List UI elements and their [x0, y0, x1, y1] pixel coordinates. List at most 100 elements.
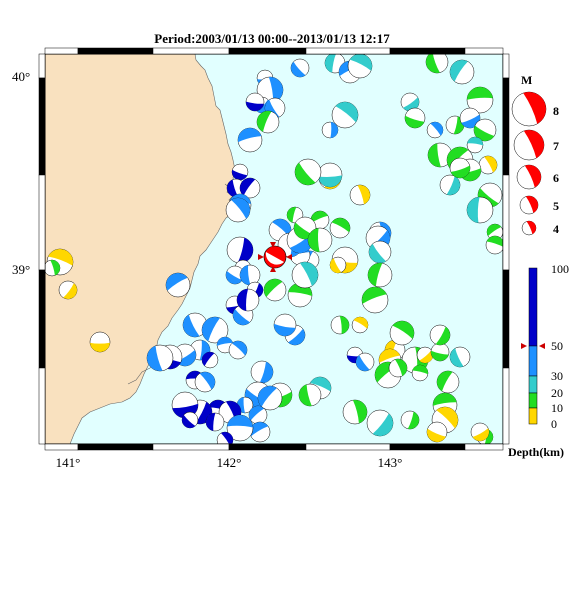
focal-mechanism: [355, 352, 375, 372]
focal-mechanism: [449, 59, 475, 85]
latest-event: [258, 242, 292, 272]
depth-unit-label: Depth(km): [508, 445, 564, 459]
focal-mechanism: [194, 371, 216, 393]
focal-mechanism: [236, 288, 260, 312]
mag-label-4: 4: [553, 222, 559, 236]
depth-tick-100: 100: [551, 262, 569, 276]
focal-mechanism: [342, 399, 368, 425]
focal-mechanism: [307, 227, 333, 253]
focal-mechanism: [257, 385, 283, 411]
focal-mechanism: [349, 184, 371, 206]
mag-legend-ball-5: [519, 195, 539, 215]
focal-mechanism: [228, 340, 248, 360]
mag-label-8: 8: [553, 104, 559, 118]
focal-mechanism: [388, 358, 408, 378]
focal-mechanism: [351, 316, 369, 334]
focal-mechanism: [430, 342, 450, 362]
focal-mechanism: [485, 235, 505, 255]
map-border: [38, 47, 510, 451]
magnitude-legend-title: M: [521, 73, 532, 87]
focal-mechanism: [294, 158, 322, 186]
focal-mechanism: [478, 155, 498, 175]
focal-mechanism: [249, 421, 271, 443]
depth-tick-20: 20: [551, 386, 563, 400]
focal-mechanism: [426, 121, 444, 139]
focal-mechanism: [231, 163, 249, 181]
lat-tick-40: 40°: [12, 69, 30, 84]
focal-mechanism: [425, 50, 449, 74]
focal-mechanism: [181, 411, 199, 429]
mag-legend-ball-8: [511, 91, 547, 127]
focal-mechanism: [329, 217, 351, 239]
focal-mechanism: [201, 351, 219, 369]
lon-tick-142: 142°: [217, 455, 242, 470]
focal-mechanism: [367, 262, 393, 288]
focal-mechanism: [427, 142, 453, 168]
depth-tick-0: 0: [551, 417, 557, 431]
depth-tick-10: 10: [551, 401, 563, 415]
focal-mechanism: [298, 383, 322, 407]
lon-tick-141: 141°: [56, 455, 81, 470]
focal-mechanism: [366, 409, 394, 437]
focal-mechanism: [459, 107, 481, 129]
focal-mechanism: [411, 364, 429, 382]
focal-mechanism: [317, 162, 343, 188]
focal-mechanism: [216, 336, 234, 354]
focal-mechanism: [330, 315, 350, 335]
focal-mechanism: [436, 370, 460, 394]
focal-mechanism: [449, 346, 471, 368]
focal-mechanism: [201, 316, 229, 344]
focal-mechanism: [466, 136, 484, 154]
lat-tick-39: 39°: [12, 262, 30, 277]
focal-mechanism: [245, 92, 265, 112]
focal-mechanism: [389, 320, 415, 346]
focal-mechanism: [400, 92, 420, 112]
focal-mechanism: [439, 174, 461, 196]
focal-mechanism: [263, 278, 287, 302]
focal-mechanism: [226, 236, 254, 264]
mag-label-5: 5: [553, 199, 559, 213]
depth-tick-50: 50: [551, 339, 563, 353]
mag-legend-ball-7: [513, 129, 545, 161]
map-title: Period:2003/01/13 00:00--2013/01/13 12:1…: [154, 31, 390, 46]
focal-mechanism: [429, 324, 451, 346]
focal-mechanism: [146, 344, 174, 372]
focal-mechanism: [248, 405, 268, 425]
magnitude-legend: M 8 7 6 5 4: [511, 73, 559, 236]
mag-label-6: 6: [553, 171, 559, 185]
focal-mechanism: [466, 196, 494, 224]
focal-mechanism: [290, 58, 310, 78]
focal-mechanism: [331, 101, 359, 129]
focal-mechanism: [426, 421, 448, 443]
lon-tick-143: 143°: [378, 455, 403, 470]
focal-mechanism: [165, 272, 191, 298]
focal-mechanism: [321, 121, 339, 139]
depth-tick-30: 30: [551, 369, 563, 383]
focal-mechanism: [329, 256, 347, 274]
focal-mechanism: [250, 360, 274, 384]
focal-mechanism: [273, 313, 297, 337]
mag-label-7: 7: [553, 139, 559, 153]
focal-mechanism: [473, 118, 497, 142]
focal-mechanism: [256, 76, 284, 104]
focal-mechanism: [225, 197, 251, 223]
focal-mechanism: [205, 412, 225, 432]
focal-mechanism: [256, 110, 280, 134]
focal-mechanism: [291, 261, 319, 289]
focal-mechanism: [89, 331, 111, 353]
focal-mechanism: [470, 422, 490, 442]
map-area: [43, 50, 505, 449]
mag-legend-ball-6: [516, 164, 542, 190]
focal-mechanism: [237, 127, 263, 153]
focal-mechanism: [416, 346, 434, 364]
focal-mechanism: [361, 286, 389, 314]
focal-mechanism: [368, 240, 392, 264]
focal-mechanism: [182, 312, 208, 338]
focal-mechanism: [43, 259, 61, 277]
focal-mechanism: [58, 280, 78, 300]
focal-mechanism: [226, 178, 246, 198]
focal-mechanism: [400, 410, 420, 430]
focal-mechanism: [404, 107, 426, 129]
focal-mechanism: [466, 86, 494, 114]
